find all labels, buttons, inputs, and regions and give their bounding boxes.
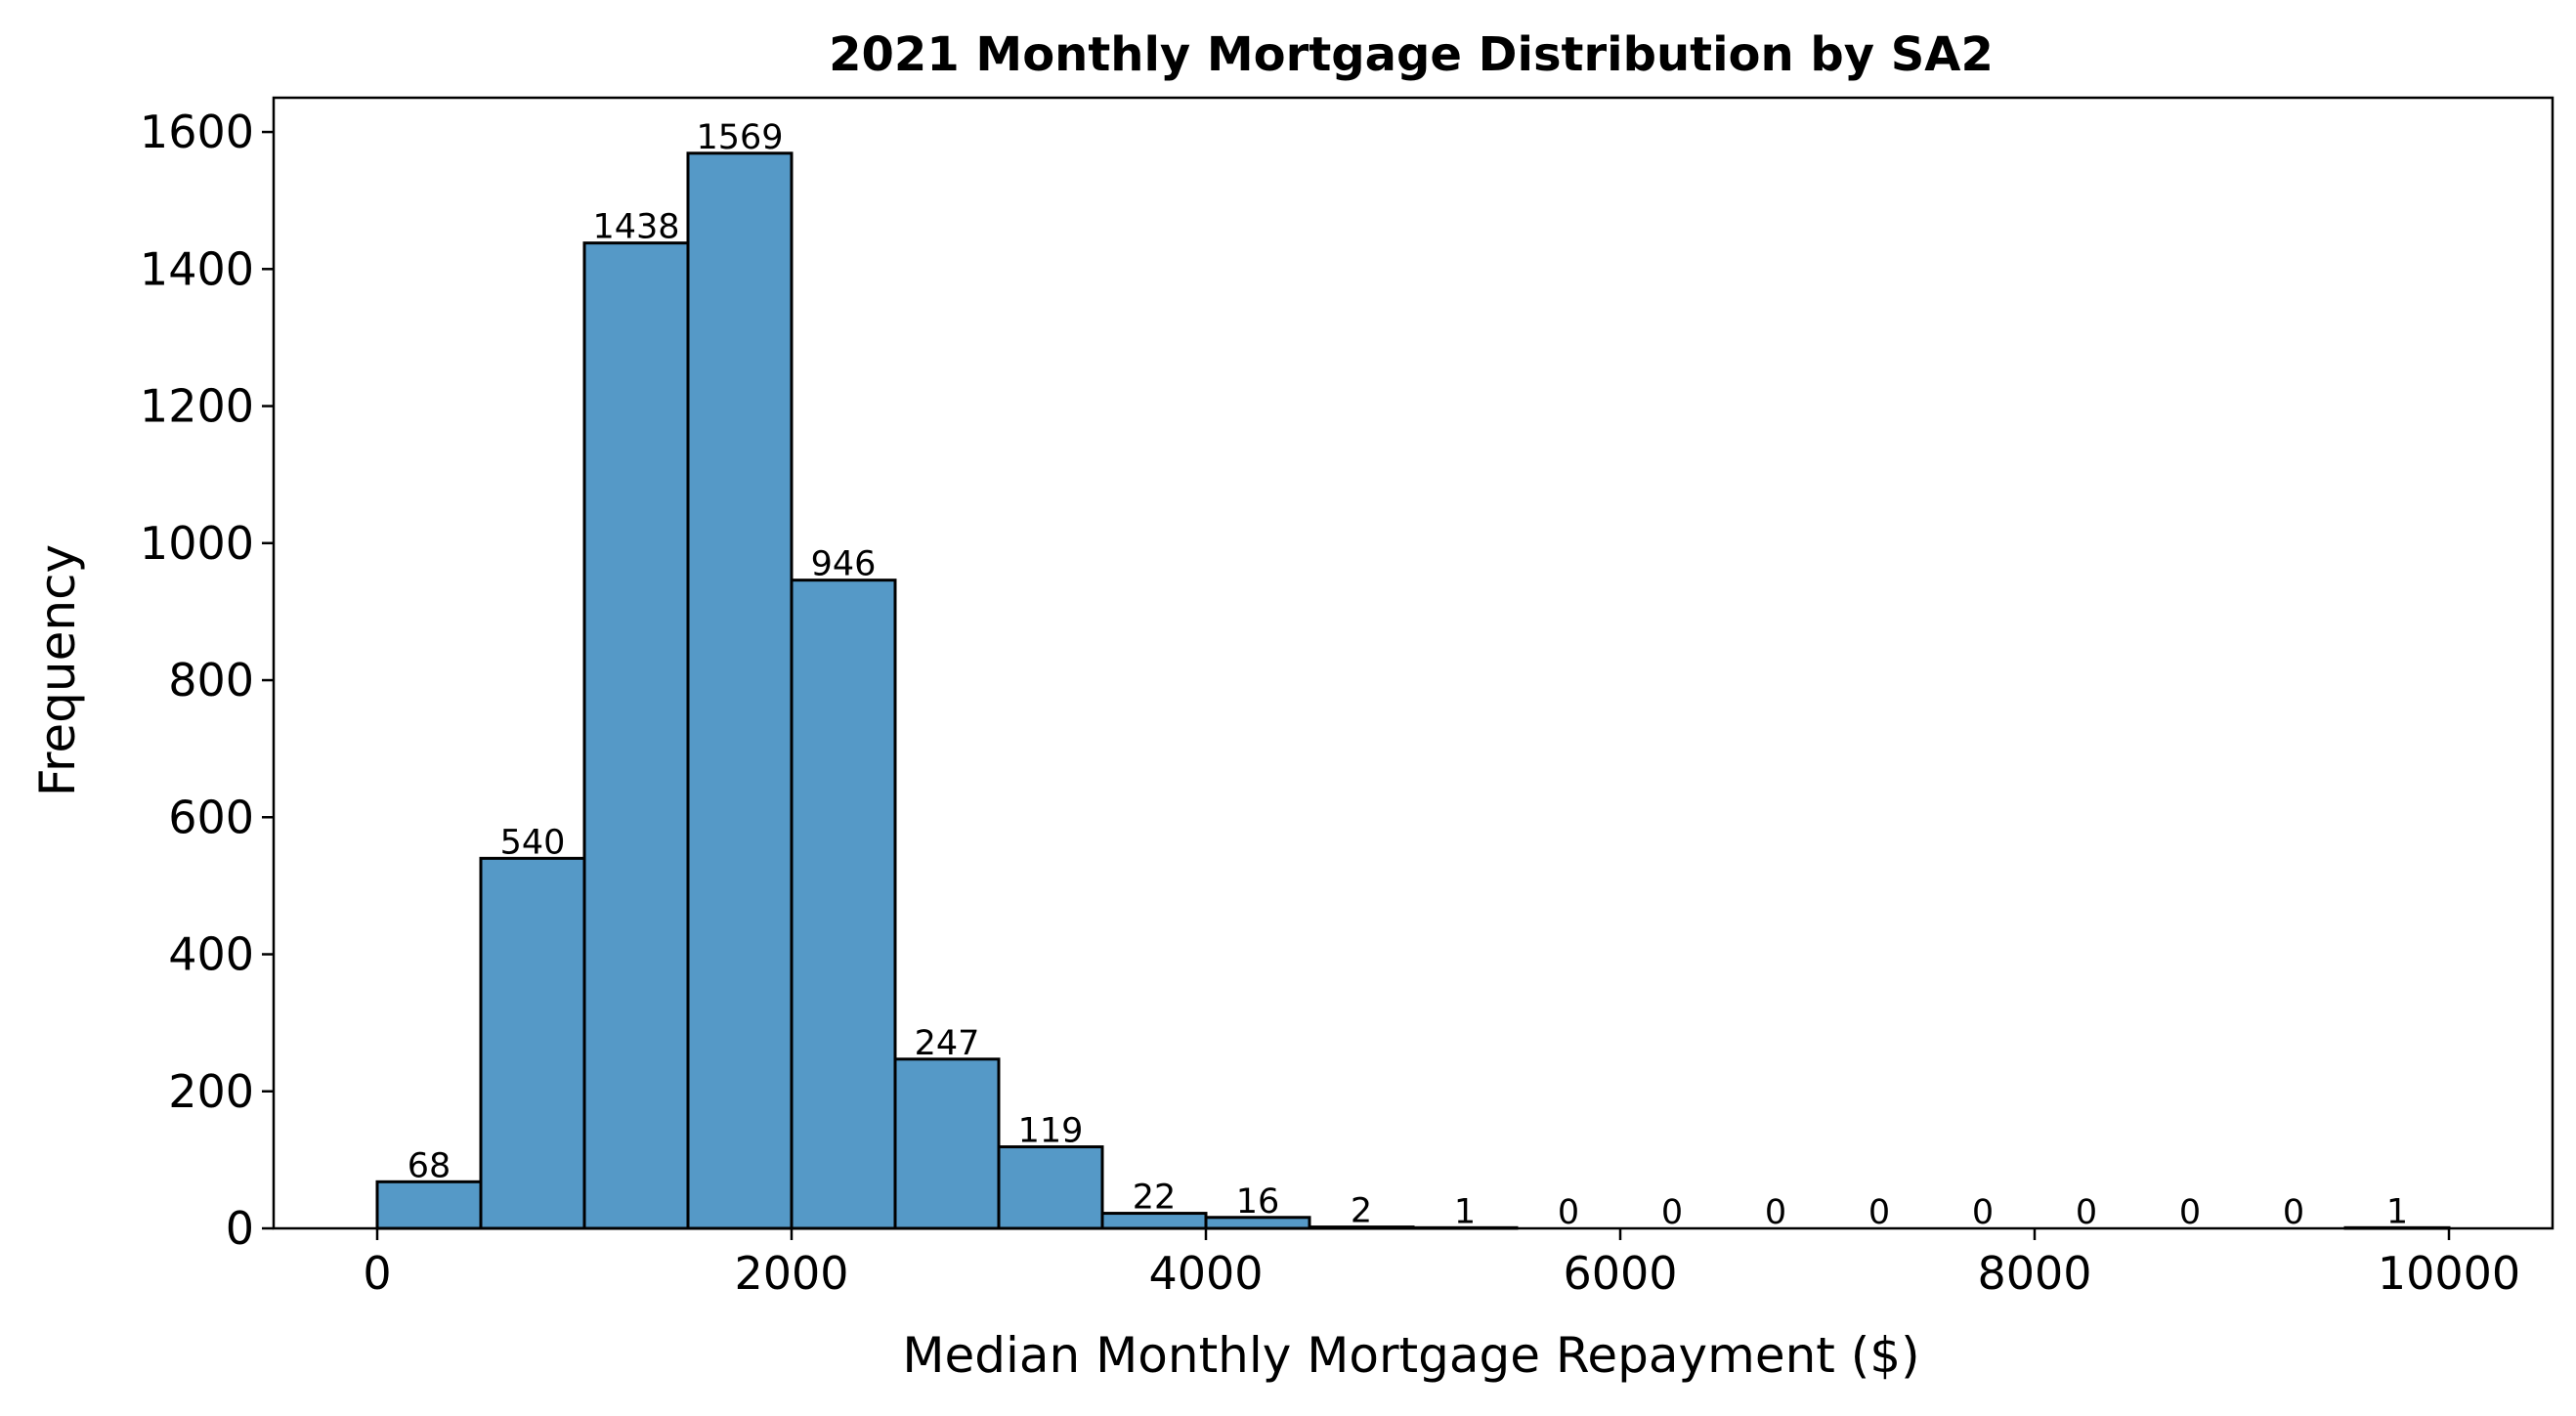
y-tick-label: 1600 [140,106,254,158]
bar-value-label: 16 [1236,1182,1280,1222]
bar-value-label: 0 [1765,1193,1786,1232]
y-tick-label: 1200 [140,380,254,433]
x-tick-label: 10000 [2378,1247,2520,1300]
bar-value-label: 247 [915,1024,980,1063]
bar-value-label: 22 [1133,1179,1177,1218]
bar-value-label: 946 [811,545,877,584]
bar-value-label: 1 [1454,1192,1476,1231]
bar-value-label: 1 [2386,1192,2408,1231]
labels-layer: 68 540 1438 1569 946 247 119 22 16 2 1 0 0 0 0 0 0 0 0 1 [408,118,2408,1232]
y-tick-label: 1000 [140,517,254,570]
histogram-bar [686,151,794,1230]
bar-value-label: 0 [2283,1193,2304,1232]
bar-value-label: 1438 [592,208,679,247]
bar-value-label: 0 [2179,1193,2201,1232]
y-tick-label: 0 [226,1202,254,1255]
histogram-bar [479,856,586,1230]
bar-value-label: 0 [1661,1193,1683,1232]
bar-value-label: 0 [1558,1193,1579,1232]
y-tick-label: 600 [168,791,254,843]
histogram-bar [790,579,897,1230]
y-tick-label: 400 [168,928,254,981]
y-tick-label: 800 [168,654,254,707]
bar-value-label: 0 [1972,1193,1994,1232]
histogram-bar [997,1145,1104,1230]
y-axis-label: Frequency [29,544,86,796]
bar-value-label: 119 [1018,1112,1084,1151]
y-tick-label: 1400 [140,242,254,295]
bar-value-label: 1569 [696,118,783,157]
chart-title: 2021 Monthly Mortgage Distribution by SA… [829,27,1994,82]
bar-value-label: 540 [500,823,566,862]
plot-frame [272,96,2555,1230]
histogram-bar [375,1180,483,1230]
bar-value-label: 68 [408,1146,451,1185]
y-tick-label: 200 [168,1065,254,1118]
x-tick-label: 2000 [734,1247,848,1300]
x-tick-label: 0 [363,1247,391,1300]
x-tick-label: 6000 [1563,1247,1677,1300]
histogram-bar [893,1057,1001,1230]
bars-layer [375,151,2451,1230]
x-axis-label: Median Monthly Mortgage Repayment ($) [902,1327,1919,1384]
bar-value-label: 0 [1868,1193,1890,1232]
x-tick-label: 8000 [1977,1247,2091,1300]
bar-value-label: 2 [1351,1192,1372,1231]
bar-value-label: 0 [2076,1193,2097,1232]
x-tick-label: 4000 [1148,1247,1263,1300]
ticks-layer: 0 2000 4000 6000 8000 10000020040060080010001… [140,106,2520,1300]
histogram-bar [582,241,690,1230]
